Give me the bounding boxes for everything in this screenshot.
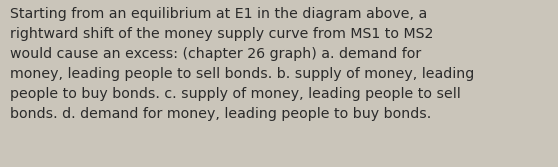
Text: Starting from an equilibrium at E1 in the diagram above, a
rightward shift of th: Starting from an equilibrium at E1 in th… <box>10 7 474 121</box>
